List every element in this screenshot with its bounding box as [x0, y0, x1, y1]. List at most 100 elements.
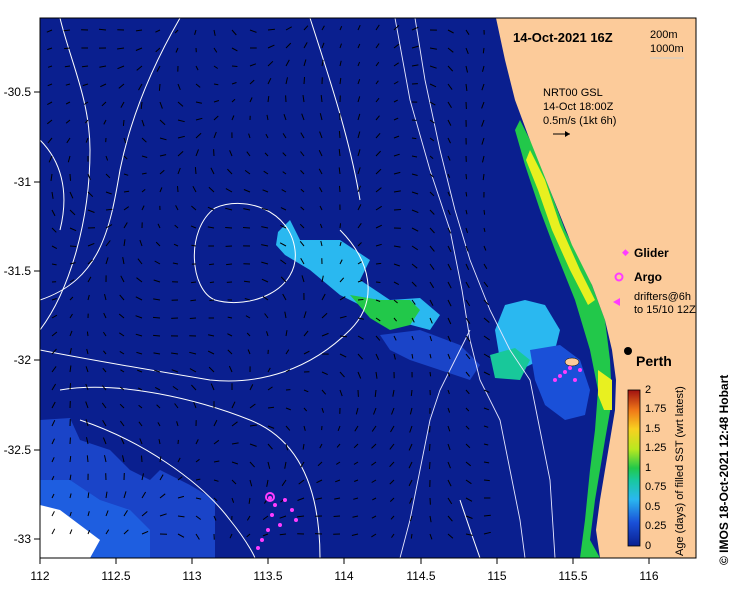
current-vector-arrow	[267, 44, 275, 49]
current-vector-arrow	[319, 205, 323, 211]
current-vector-arrow	[264, 152, 269, 157]
current-vector-arrow	[375, 97, 380, 103]
current-vector-arrow	[319, 187, 323, 193]
current-vector-arrow	[339, 77, 342, 85]
current-vector-arrow	[103, 312, 107, 319]
current-vector-arrow	[69, 474, 72, 481]
current-vector-arrow	[393, 25, 400, 31]
current-vector-arrow	[195, 533, 200, 540]
current-vector-arrow	[141, 491, 147, 499]
current-vector-arrow	[429, 209, 435, 215]
current-vector-arrow	[447, 137, 451, 144]
current-vector-arrow	[429, 137, 435, 142]
current-vector-arrow	[447, 65, 454, 72]
current-vector-arrow	[302, 95, 305, 103]
current-vector-arrow	[300, 132, 305, 139]
current-vector-arrow	[371, 515, 377, 519]
current-vector-arrow	[339, 389, 343, 397]
current-vector-arrow	[297, 497, 305, 501]
current-vector-arrow	[465, 353, 471, 360]
current-vector-arrow	[390, 425, 395, 433]
current-vector-arrow	[189, 351, 197, 355]
current-vector-arrow	[243, 189, 251, 193]
current-vector-arrow	[411, 191, 419, 195]
current-vector-arrow	[155, 29, 161, 33]
current-vector-arrow	[300, 151, 305, 157]
x-axis-labels: 112 112.5 113 113.5 114 114.5 115 115.5 …	[30, 569, 658, 583]
current-vector-arrow	[195, 439, 199, 445]
current-vector-arrow	[321, 293, 326, 301]
current-vector-arrow	[209, 281, 215, 284]
current-vector-arrow	[429, 119, 435, 124]
current-vector-arrow	[69, 511, 72, 517]
current-vector-arrow	[119, 294, 125, 301]
current-vector-arrow	[357, 204, 362, 211]
drifter-markers	[256, 496, 298, 550]
current-vector-arrow	[339, 335, 347, 338]
current-vector-arrow	[195, 458, 200, 463]
current-vector-arrow	[335, 479, 341, 483]
current-vector-arrow	[172, 262, 179, 265]
current-vector-arrow	[213, 439, 220, 445]
current-vector-arrow	[483, 407, 490, 411]
current-vector-arrow	[333, 515, 341, 517]
current-vector-arrow	[174, 29, 179, 34]
current-vector-arrow	[87, 259, 94, 265]
current-vector-arrow	[429, 263, 435, 270]
current-vector-arrow	[371, 425, 377, 432]
current-vector-arrow	[105, 155, 109, 161]
current-vector-arrow	[285, 77, 288, 85]
current-vector-arrow	[374, 389, 377, 397]
current-vector-arrow	[64, 47, 71, 50]
current-vector-arrow	[225, 207, 233, 211]
current-vector-arrow	[266, 479, 269, 487]
current-vector-arrow	[105, 173, 111, 179]
current-vector-arrow	[375, 224, 383, 229]
current-vector-arrow	[429, 191, 435, 197]
current-vector-arrow	[339, 371, 345, 378]
current-vector-arrow	[105, 491, 108, 499]
current-vector-arrow	[231, 401, 236, 409]
current-vector-arrow	[318, 168, 323, 175]
current-vector-arrow	[393, 353, 396, 360]
current-vector-arrow	[338, 149, 341, 157]
current-vector-arrow	[47, 65, 53, 68]
current-vector-arrow	[244, 298, 251, 301]
current-vector-arrow	[447, 317, 452, 325]
current-vector-arrow	[159, 474, 164, 481]
current-vector-arrow	[353, 461, 359, 465]
current-vector-arrow	[193, 401, 197, 409]
current-vector-arrow	[51, 419, 56, 427]
current-vector-arrow	[375, 150, 381, 157]
current-vector-arrow	[247, 349, 251, 355]
current-vector-arrow	[246, 533, 251, 538]
current-vector-arrow	[300, 188, 305, 193]
current-vector-arrow	[195, 101, 203, 104]
current-vector-arrow	[135, 315, 143, 319]
current-vector-arrow	[465, 281, 470, 289]
current-vector-arrow	[69, 455, 72, 463]
current-vector-arrow	[280, 207, 287, 211]
current-vector-arrow	[69, 279, 75, 283]
current-vector-arrow	[177, 101, 184, 107]
current-vector-arrow	[69, 191, 74, 199]
current-vector-arrow	[207, 226, 215, 229]
current-vector-arrow	[465, 263, 470, 271]
current-vector-arrow	[409, 515, 413, 522]
y-tick-label: -33	[14, 532, 32, 546]
current-vector-arrow	[411, 26, 419, 31]
current-vector-arrow	[120, 275, 125, 283]
current-vector-arrow	[375, 24, 380, 31]
current-vector-arrow	[408, 443, 413, 451]
current-vector-arrow	[408, 479, 413, 487]
x-tick-label: 116	[639, 569, 658, 583]
current-vector-arrow	[285, 425, 291, 431]
y-axis-labels: -30.5 -31 -31.5 -32 -32.5 -33	[4, 85, 32, 546]
current-vector-arrow	[357, 371, 362, 379]
current-vector-arrow	[393, 209, 402, 211]
current-vector-arrow	[86, 331, 89, 337]
current-vector-arrow	[411, 281, 417, 287]
current-vector-arrow	[174, 224, 179, 229]
glider-legend-label: Glider	[634, 246, 669, 260]
current-vector-arrow	[51, 245, 58, 250]
